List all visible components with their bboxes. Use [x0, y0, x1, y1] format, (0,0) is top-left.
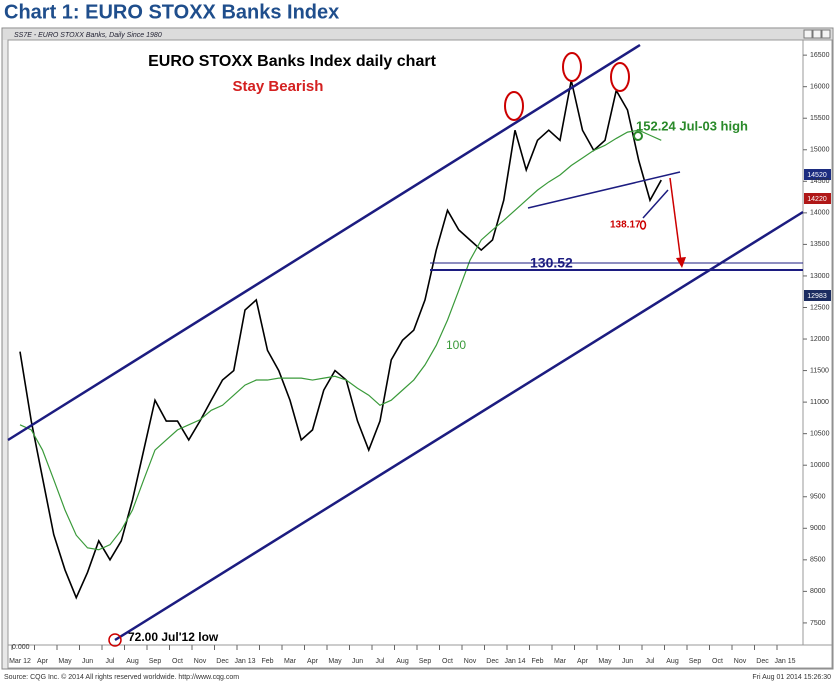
window-button[interactable] [821, 29, 831, 39]
y-tick-label: 14000 [810, 210, 830, 217]
y-tick-label: 16000 [810, 84, 830, 91]
x-tick-label: Mar 12 [9, 658, 31, 665]
x-tick-label: Dec [756, 658, 769, 665]
y-tick-label: 10500 [810, 431, 830, 438]
y-tick-label: 11000 [810, 399, 829, 406]
x-tick-label: Sep [149, 658, 162, 665]
x-tick-label: Feb [531, 658, 543, 665]
y-tick-label: 13000 [810, 273, 830, 280]
x-tick-label: Mar [284, 658, 297, 665]
x-axis-panel [7, 644, 833, 669]
x-tick-label: Apr [37, 658, 49, 665]
y-tick-label: 16500 [810, 52, 830, 59]
annotation: 72.00 Jul'12 low [128, 630, 219, 644]
low-circle [639, 220, 647, 230]
arrow-head [676, 257, 686, 268]
price-label: 12983 [807, 293, 827, 300]
x-tick-label: Aug [666, 658, 679, 665]
x-tick-label: Jul [376, 658, 385, 665]
x-tick-label: Jul [646, 658, 655, 665]
top-circle [562, 52, 582, 82]
x-tick-label: Jun [622, 658, 633, 665]
x-tick-label: Jun [352, 658, 363, 665]
x-tick-label: May [328, 658, 342, 665]
window-title: SS7E - EURO STOXX Banks, Daily Since 198… [14, 32, 162, 39]
x-tick-label: Jan 13 [234, 658, 255, 665]
y-tick-label: 10000 [810, 462, 830, 469]
triangle-line [527, 171, 681, 209]
x-tick-label: Jan 15 [774, 658, 795, 665]
plot [19, 80, 662, 600]
x-tick-label: May [598, 658, 612, 665]
y-tick-label: 15500 [810, 115, 830, 122]
x-tick-label: Nov [734, 658, 747, 665]
triangle-line [642, 189, 669, 219]
annotation: 130.52 [530, 255, 573, 271]
x-tick-label: Apr [307, 658, 319, 665]
price-label: 14520 [807, 172, 827, 179]
y-tick-label: 8500 [810, 557, 826, 564]
price-label: 14220 [807, 196, 827, 203]
x-tick-label: May [58, 658, 72, 665]
y-tick-label: 14500 [810, 178, 830, 185]
arrow [669, 177, 682, 263]
x-tick-label: Oct [172, 658, 183, 665]
top-circle [504, 91, 524, 121]
x-tick-label: Dec [216, 658, 229, 665]
y-tick-label: 9500 [810, 494, 826, 501]
zero-label: 0.000 [12, 644, 30, 651]
x-tick-label: Aug [396, 658, 409, 665]
price-box [804, 290, 831, 301]
moving-average [19, 129, 662, 551]
footer-source: Source: CQG Inc. © 2014 All rights reser… [4, 673, 239, 681]
y-tick-label: 9000 [810, 525, 826, 532]
price-box [804, 169, 831, 180]
y-tick-label: 12500 [810, 304, 830, 311]
y-tick-label: 7500 [810, 620, 826, 627]
y-tick-label: 15000 [810, 147, 830, 154]
high-circle [633, 131, 643, 141]
channel-line [114, 210, 804, 642]
y-tick-label: 8000 [810, 588, 826, 595]
window-button[interactable] [812, 29, 822, 39]
y-tick-label: 11500 [810, 367, 829, 374]
footer-timestamp: Fri Aug 01 2014 15:26:30 [752, 674, 831, 681]
low-circle [108, 633, 122, 647]
ma-label: 100 [446, 338, 466, 352]
y-axis-panel [802, 39, 833, 646]
chart-subtitle: Stay Bearish [233, 78, 324, 95]
annotation: 152.24 Jul-03 high [636, 118, 748, 133]
x-tick-label: Nov [464, 658, 477, 665]
window-titlebar [3, 29, 832, 40]
x-tick-label: Apr [577, 658, 589, 665]
x-tick-label: Sep [689, 658, 702, 665]
x-tick-label: Sep [419, 658, 432, 665]
chart-title: EURO STOXX Banks Index daily chart [148, 53, 436, 70]
price-box [804, 193, 831, 204]
channel-line [7, 43, 641, 442]
x-tick-label: Feb [261, 658, 273, 665]
x-tick-label: Dec [486, 658, 499, 665]
plot-area [7, 39, 804, 646]
page-title: Chart 1: EURO STOXX Banks Index [4, 1, 339, 23]
x-tick-label: Aug [126, 658, 139, 665]
x-tick-label: Jun [82, 658, 93, 665]
x-tick-label: Nov [194, 658, 207, 665]
x-tick-label: Oct [712, 658, 723, 665]
y-tick-label: 12000 [810, 336, 830, 343]
y-tick-label: 13500 [810, 241, 830, 248]
x-tick-label: Oct [442, 658, 453, 665]
window-button[interactable] [803, 29, 813, 39]
x-tick-label: Jul [106, 658, 115, 665]
annotation: 138.17 [610, 220, 641, 231]
x-tick-label: Mar [554, 658, 567, 665]
top-circle [610, 62, 630, 92]
x-tick-label: Jan 14 [504, 658, 525, 665]
